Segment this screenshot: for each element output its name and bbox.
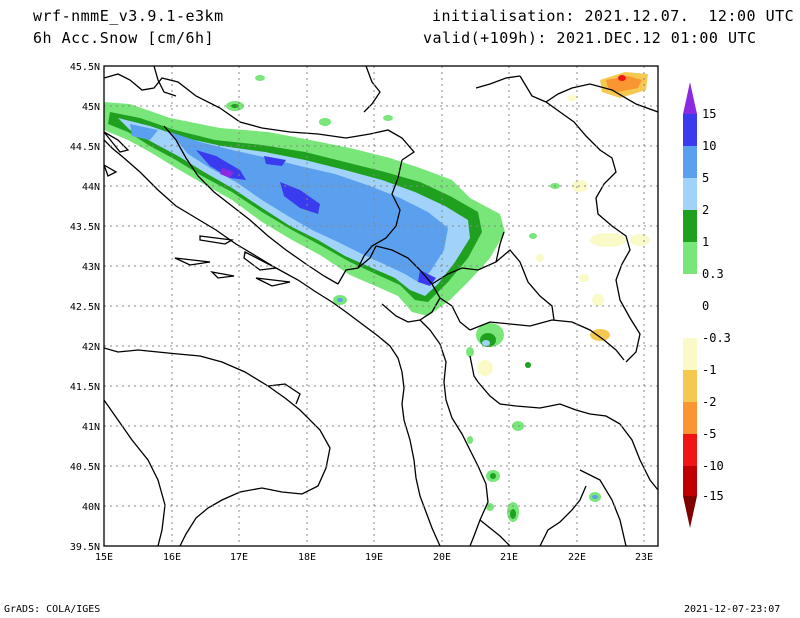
colorbar-over-arrow <box>683 82 697 114</box>
lon-label: 23E <box>635 552 653 563</box>
colorbar-swatch <box>683 306 697 338</box>
graticule <box>104 66 658 546</box>
colorbar: 15 10 5 2 1 0.3 0 -0.3 -1 -2 -5 -10 -15 <box>683 82 731 528</box>
lon-label: 21E <box>500 552 518 563</box>
lat-label: 40.5N <box>70 462 100 473</box>
colorbar-swatch <box>683 242 697 274</box>
lat-label: 39.5N <box>70 542 100 553</box>
coastlines-borders <box>104 66 658 546</box>
lat-axis: 45.5N 45N 44.5N 44N 43.5N 43N 42.5N 42N … <box>70 62 100 553</box>
colorbar-label: 2 <box>702 203 709 217</box>
lat-label: 45N <box>82 102 100 113</box>
init-time: initialisation: 2021.12.07. 12:00 UTC <box>432 7 795 25</box>
plot-frame <box>103 65 659 547</box>
lat-label: 42N <box>82 342 100 353</box>
valid-time: valid(+109h): 2021.DEC.12 01:00 UTC <box>423 29 757 47</box>
colorbar-swatch <box>683 466 697 496</box>
colorbar-label: -5 <box>702 427 716 441</box>
lon-label: 20E <box>433 552 451 563</box>
colorbar-label: 0.3 <box>702 267 724 281</box>
footer-timestamp: 2021-12-07-23:07 <box>684 604 781 615</box>
lat-label: 42.5N <box>70 302 100 313</box>
lon-label: 19E <box>365 552 383 563</box>
colorbar-label: 1 <box>702 235 709 249</box>
colorbar-label: -0.3 <box>702 331 731 345</box>
lon-label: 15E <box>95 552 113 563</box>
colorbar-label: -10 <box>702 459 724 473</box>
lat-label: 45.5N <box>70 62 100 73</box>
lat-label: 43.5N <box>70 222 100 233</box>
lat-label: 44.5N <box>70 142 100 153</box>
colorbar-label: -1 <box>702 363 716 377</box>
lat-label: 43N <box>82 262 100 273</box>
negative-field <box>477 72 650 376</box>
colorbar-label: 0 <box>702 299 709 313</box>
lat-label: 41.5N <box>70 382 100 393</box>
colorbar-label: 10 <box>702 139 716 153</box>
map-content <box>104 66 658 546</box>
colorbar-label: 15 <box>702 107 716 121</box>
colorbar-under-arrow <box>683 496 697 528</box>
colorbar-swatch <box>683 402 697 434</box>
colorbar-label: -15 <box>702 489 724 503</box>
lon-label: 16E <box>163 552 181 563</box>
colorbar-swatch <box>683 338 697 370</box>
lat-label: 40N <box>82 502 100 513</box>
colorbar-swatch <box>683 146 697 178</box>
lon-label: 22E <box>568 552 586 563</box>
colorbar-swatch <box>683 178 697 210</box>
model-name: wrf-nmmE_v3.9.1-e3km <box>33 7 224 25</box>
colorbar-swatch <box>683 434 697 466</box>
colorbar-swatch <box>683 114 697 146</box>
lat-label: 44N <box>82 182 100 193</box>
field-name: 6h Acc.Snow [cm/6h] <box>33 29 215 47</box>
colorbar-label: -2 <box>702 395 716 409</box>
colorbar-swatch <box>683 274 697 306</box>
lon-label: 17E <box>230 552 248 563</box>
colorbar-label: 5 <box>702 171 709 185</box>
lon-axis: 15E 16E 17E 18E 19E 20E 21E 22E 23E <box>95 552 653 563</box>
colorbar-swatch <box>683 370 697 402</box>
footer-credit: GrADS: COLA/IGES <box>4 604 101 615</box>
lat-label: 41N <box>82 422 100 433</box>
colorbar-swatch <box>683 210 697 242</box>
lon-label: 18E <box>298 552 316 563</box>
